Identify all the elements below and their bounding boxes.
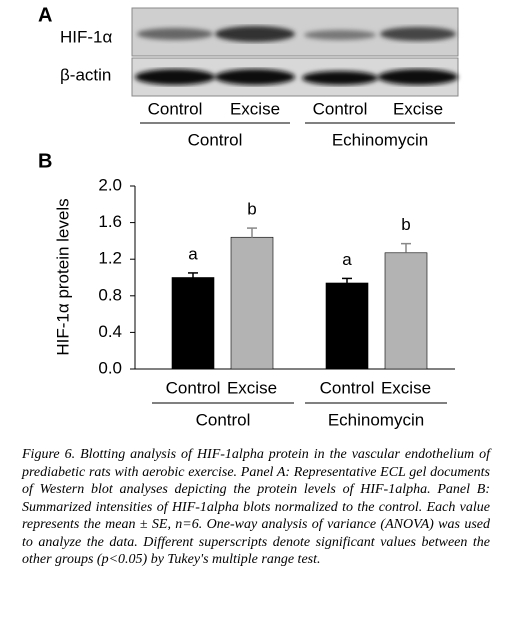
y-tick-label: 1.6 (98, 212, 122, 231)
blot (131, 7, 459, 97)
y-tick-label: 1.2 (98, 249, 122, 268)
figure: A HIF-1α β-actin B HIF-1α protein levels… (38, 4, 459, 429)
group-label: Control (188, 130, 243, 149)
x-tick-label: Control (166, 378, 221, 397)
y-tick-label: 0.8 (98, 285, 122, 304)
y-tick-label: 0.4 (98, 322, 122, 341)
lane-label: Control (313, 99, 368, 118)
x-tick-label: Excise (227, 378, 277, 397)
lane-label: Control (148, 99, 203, 118)
bar (171, 277, 215, 370)
blot-row-label: HIF-1α (60, 27, 113, 46)
panel-label: A (38, 4, 52, 26)
group-label: Control (196, 410, 251, 429)
y-tick-label: 2.0 (98, 175, 122, 194)
caption: Figure 6. Blotting analysis of HIF-1alph… (22, 446, 490, 569)
x-tick-label: Control (320, 378, 375, 397)
caption-text: Blotting analysis of HIF-1alpha protein … (22, 447, 490, 567)
panel-label: B (38, 150, 52, 172)
lane-label: Excise (393, 99, 443, 118)
group-label: Echinomycin (328, 410, 424, 429)
caption-label: Figure 6. (22, 447, 76, 462)
significance-label: a (188, 244, 198, 263)
significance-label: a (342, 250, 352, 269)
y-axis-label: HIF-1α protein levels (53, 198, 72, 355)
significance-label: b (401, 215, 410, 234)
bar (384, 252, 428, 370)
significance-label: b (247, 200, 256, 219)
blot-row-label: β-actin (60, 65, 111, 84)
group-label: Echinomycin (332, 130, 428, 149)
y-tick-label: 0.0 (98, 358, 122, 377)
lane-label: Excise (230, 99, 280, 118)
bar (325, 282, 369, 370)
x-tick-label: Excise (381, 378, 431, 397)
bar (230, 236, 274, 370)
